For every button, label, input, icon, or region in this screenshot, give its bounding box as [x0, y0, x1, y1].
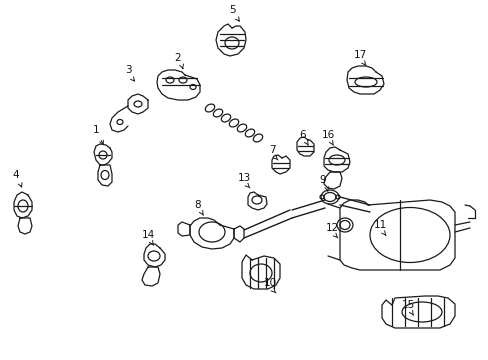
Text: 14: 14: [141, 230, 154, 240]
Text: 12: 12: [325, 223, 338, 233]
Text: 6: 6: [299, 130, 305, 140]
Text: 9: 9: [319, 175, 325, 185]
Text: 16: 16: [321, 130, 334, 140]
Text: 4: 4: [13, 170, 19, 180]
Text: 2: 2: [174, 53, 181, 63]
Text: 11: 11: [373, 220, 386, 230]
Text: 17: 17: [353, 50, 366, 60]
Text: 10: 10: [263, 278, 276, 288]
Text: 1: 1: [93, 125, 99, 135]
Text: 15: 15: [401, 300, 414, 310]
Text: 5: 5: [229, 5, 236, 15]
Text: 8: 8: [194, 200, 201, 210]
Text: 7: 7: [268, 145, 275, 155]
Text: 13: 13: [237, 173, 250, 183]
Text: 3: 3: [124, 65, 131, 75]
